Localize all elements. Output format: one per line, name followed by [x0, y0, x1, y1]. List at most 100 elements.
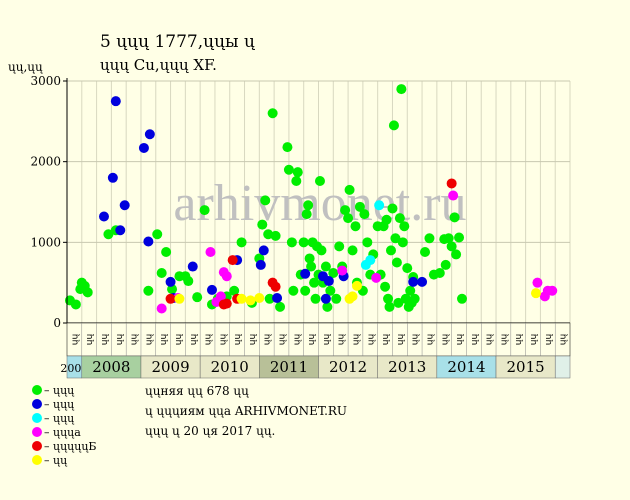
quarter-label: ųų [351, 334, 361, 346]
data-point [340, 205, 351, 216]
data-point [322, 301, 333, 312]
quarter-label: ųų [307, 334, 317, 346]
quarter-label: ųų [159, 334, 169, 346]
data-point [286, 237, 297, 248]
data-point [323, 276, 334, 287]
data-point [309, 277, 320, 288]
quarter-label: ųų [337, 334, 347, 346]
quarter-label: ųų [204, 334, 214, 346]
quarter-label: ųų [100, 334, 110, 346]
y-axis-unit: ųų,ųų [8, 60, 43, 74]
quarter-label: ųų [440, 334, 450, 346]
data-point [434, 267, 445, 278]
data-point [443, 233, 454, 244]
data-point [314, 176, 325, 187]
data-point [283, 164, 294, 175]
data-point [454, 232, 465, 243]
data-point [316, 245, 327, 256]
data-point [275, 301, 286, 312]
legend-label: – ųųų [44, 412, 75, 425]
data-point [359, 209, 370, 220]
data-point [402, 263, 413, 274]
data-point [387, 203, 398, 214]
data-point [354, 201, 365, 212]
data-point [107, 172, 118, 183]
year-cell [554, 355, 571, 379]
quarter-label: ųų [130, 334, 140, 346]
legend-label: – ųų [44, 454, 68, 467]
data-point [110, 96, 121, 107]
data-point [282, 142, 293, 153]
data-point [144, 129, 155, 140]
data-point [98, 211, 109, 222]
data-point [192, 292, 203, 303]
quarter-label: ųų [278, 334, 288, 346]
data-point [270, 281, 281, 292]
data-point [300, 285, 311, 296]
data-point [310, 293, 321, 304]
data-point [270, 230, 281, 241]
data-point [344, 184, 355, 195]
data-point [300, 268, 311, 279]
data-point [291, 176, 302, 187]
data-point [264, 293, 275, 304]
year-label: 2010 [211, 358, 249, 376]
quarter-label: ųų [366, 334, 376, 346]
data-point [362, 237, 373, 248]
data-point [215, 291, 226, 302]
note-line: ųųų ų 20 ųя 2017 ųų. [145, 424, 276, 438]
data-point [347, 291, 358, 302]
quarter-label: ųų [544, 334, 554, 346]
data-point [380, 281, 391, 292]
data-point [390, 233, 401, 244]
data-point [119, 200, 130, 211]
data-point [258, 245, 269, 256]
data-point [424, 233, 435, 244]
data-point [272, 292, 283, 303]
data-point [143, 236, 154, 247]
data-point [236, 237, 247, 248]
data-point [334, 241, 345, 252]
year-label: 2007 [60, 362, 88, 375]
data-point [156, 267, 167, 278]
quarter-label: ųų [499, 334, 509, 346]
quarter-label: ųų [381, 334, 391, 346]
x-axis-years: 2007 2008 2009 2010 2011 2012 2013 2014 2015 [60, 355, 571, 379]
data-point [161, 247, 172, 258]
data-point [397, 237, 408, 248]
data-point [331, 293, 342, 304]
data-point [257, 219, 268, 230]
quarter-label: ųų [292, 334, 302, 346]
data-point [156, 303, 167, 314]
data-point [303, 200, 314, 211]
data-point [165, 276, 176, 287]
data-point [391, 257, 402, 268]
legend-marker [32, 413, 42, 423]
data-point [440, 259, 451, 270]
legend-label: – ųųųųųБ [44, 440, 97, 453]
data-points [64, 84, 558, 314]
data-point [451, 249, 462, 260]
quarter-label: ųų [115, 334, 125, 346]
chart-title: 5 ųųų 1777,ųųы ų [100, 32, 255, 52]
data-point [236, 293, 247, 304]
data-point [174, 293, 185, 304]
data-point [103, 229, 114, 240]
chart-subtitle: ųųų Cu,ųųų XF. [100, 56, 217, 74]
legend-label: – ųųų [44, 384, 75, 397]
data-point [388, 120, 399, 131]
data-point [227, 255, 238, 266]
y-tick-label: 2000 [30, 155, 61, 169]
legend-marker [32, 455, 42, 465]
year-label: 2014 [447, 358, 485, 376]
quarter-label: ųų [470, 334, 480, 346]
data-point [350, 221, 361, 232]
data-point [320, 261, 331, 272]
data-point [328, 267, 339, 278]
legend-label: – ųųų [44, 398, 75, 411]
data-point [205, 247, 216, 258]
data-point [254, 292, 265, 303]
quarter-label: ųų [559, 334, 569, 346]
data-point [365, 255, 376, 266]
quarter-label: ųų [425, 334, 435, 346]
